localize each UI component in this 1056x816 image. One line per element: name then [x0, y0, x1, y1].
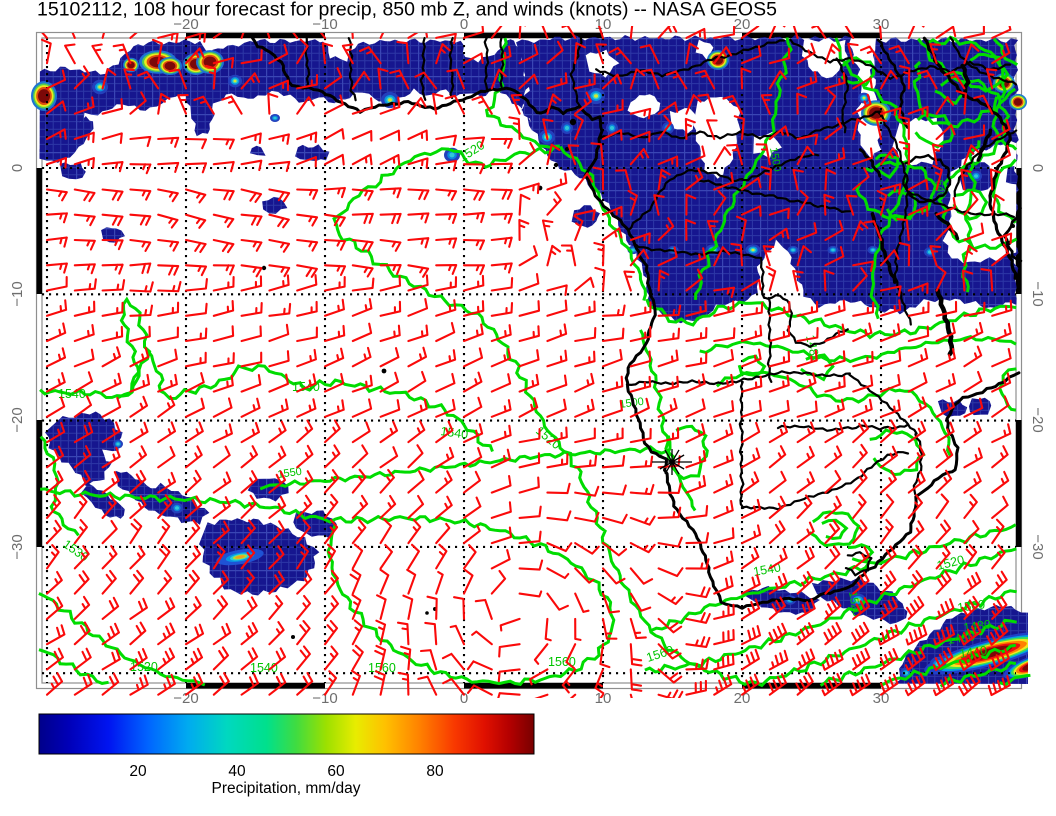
svg-text:−10: −10 — [1029, 281, 1046, 306]
svg-text:15102112, 108 hour forecast fo: 15102112, 108 hour forecast for precip, … — [37, 0, 777, 21]
svg-text:−30: −30 — [9, 534, 26, 559]
svg-text:80: 80 — [426, 763, 444, 780]
svg-text:640: 640 — [933, 179, 947, 198]
svg-text:−10: −10 — [312, 690, 337, 707]
svg-text:−20: −20 — [1029, 407, 1046, 432]
svg-text:10: 10 — [595, 16, 612, 33]
svg-text:40: 40 — [228, 763, 246, 780]
svg-text:10: 10 — [595, 690, 612, 707]
svg-text:−20: −20 — [173, 690, 198, 707]
svg-text:20: 20 — [129, 763, 147, 780]
svg-text:−10: −10 — [9, 281, 26, 306]
svg-text:0: 0 — [9, 164, 26, 172]
svg-text:−30: −30 — [1029, 534, 1046, 559]
svg-text:−20: −20 — [173, 16, 198, 33]
svg-text:1540: 1540 — [58, 387, 86, 401]
svg-text:0: 0 — [460, 690, 468, 707]
svg-text:30: 30 — [873, 690, 890, 707]
svg-text:60: 60 — [327, 763, 345, 780]
svg-text:0: 0 — [1029, 164, 1046, 172]
svg-text:−10: −10 — [312, 16, 337, 33]
svg-text:−20: −20 — [9, 407, 26, 432]
svg-text:0: 0 — [460, 16, 468, 33]
svg-text:20: 20 — [734, 690, 751, 707]
svg-text:1520: 1520 — [846, 590, 862, 617]
svg-text:20: 20 — [734, 16, 751, 33]
svg-text:1540: 1540 — [250, 661, 278, 675]
svg-text:1520: 1520 — [935, 553, 965, 573]
svg-text:30: 30 — [873, 16, 890, 33]
svg-text:Precipitation, mm/day: Precipitation, mm/day — [211, 780, 360, 797]
